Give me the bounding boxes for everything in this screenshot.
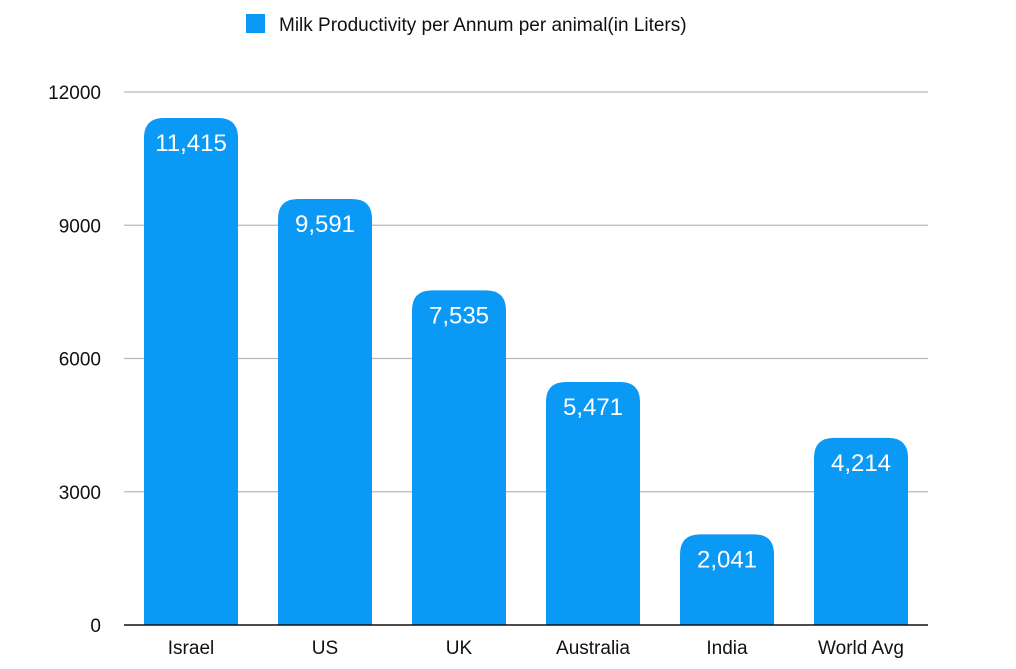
legend: Milk Productivity per Annum per animal(i… [246,14,687,36]
legend-swatch [246,14,265,33]
bar-israel [144,117,238,625]
value-labels: 11,415 9,591 7,535 5,471 2,041 4,214 [155,130,891,573]
bar-value-label: 11,415 [155,130,227,157]
bar-us [278,198,372,625]
bar-world-avg [814,437,908,625]
y-axis-tick-labels: 0 3000 6000 9000 12000 [48,83,101,637]
x-axis-category-labels: Israel US UK Australia India World Avg [168,638,904,659]
y-tick-label: 6000 [59,350,101,371]
bar-value-label: 9,591 [295,211,355,238]
bar-value-label: 2,041 [697,546,757,573]
bar-india [680,534,774,625]
y-tick-label: 0 [90,616,101,637]
x-category-label: Israel [168,638,214,659]
bars [144,117,908,625]
y-tick-label: 9000 [59,216,101,237]
x-category-label: US [312,638,338,659]
bar-value-label: 4,214 [831,450,891,477]
legend-label: Milk Productivity per Annum per animal(i… [279,15,687,36]
bar-value-label: 5,471 [563,394,623,421]
x-category-label: Australia [556,638,630,659]
x-category-label: India [706,638,748,659]
y-tick-label: 3000 [59,483,101,504]
x-category-label: World Avg [818,638,904,659]
gridlines [124,91,928,493]
x-category-label: UK [446,638,473,659]
bar-value-label: 7,535 [429,302,489,329]
y-tick-label: 12000 [48,83,101,104]
bar-australia [546,381,640,625]
bar-uk [412,290,506,625]
